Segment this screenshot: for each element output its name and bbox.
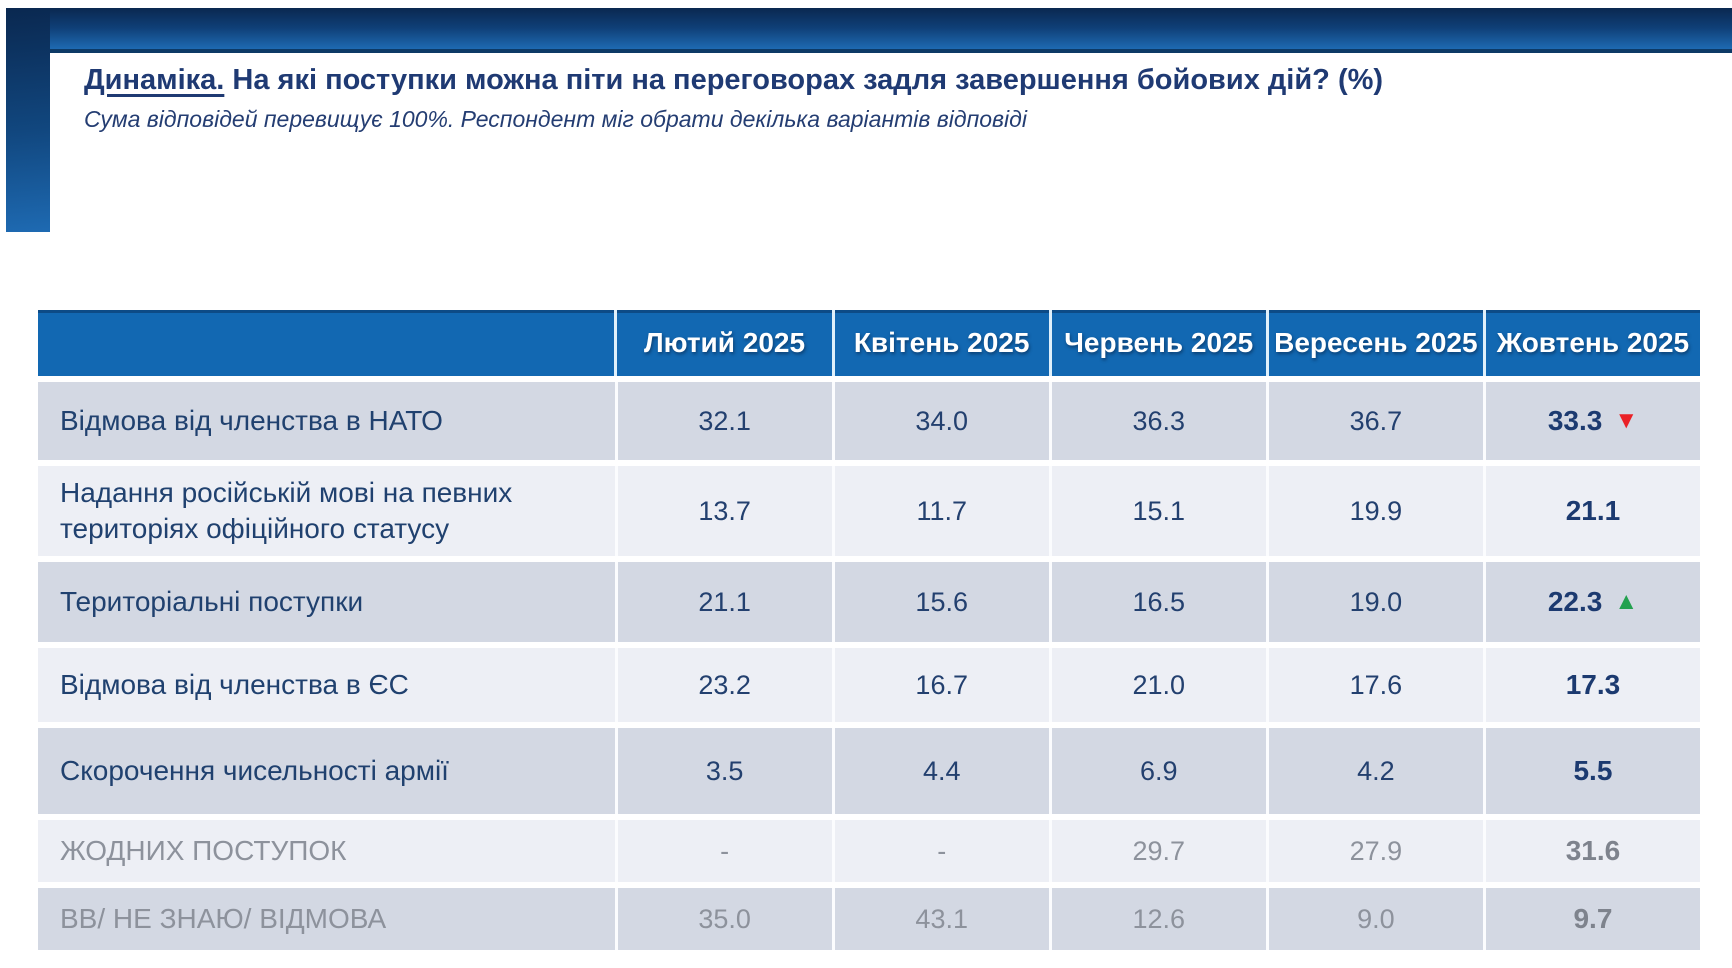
corner-header-cell (38, 310, 614, 376)
top-banner-bar (6, 8, 1732, 53)
column-header-4: Жовтень 2025 (1482, 310, 1700, 376)
value-cell: 3.5 (614, 728, 832, 814)
slide-subtitle: Сума відповідей перевищує 100%. Респонде… (84, 106, 1027, 133)
table-row: ЖОДНИХ ПОСТУПОК - -29.7 27.9 31.6 (38, 820, 1700, 882)
value-cell: 22.3 ▲ (1482, 562, 1700, 642)
value-cell: 19.0 (1265, 562, 1483, 642)
column-header-3: Вересень 2025 (1265, 310, 1483, 376)
row-label: Територіальні поступки (38, 562, 615, 642)
value-cell: 9.0 (1265, 888, 1483, 950)
value-cell: 13.7 (614, 466, 832, 556)
table-row: Надання російській мові на певних терито… (38, 466, 1700, 556)
value-cell: 43.1 (831, 888, 1049, 950)
value-cell: 23.2 (614, 648, 832, 722)
slide-title: Динаміка. На які поступки можна піти на … (84, 62, 1644, 98)
column-header-2: Червень 2025 (1048, 310, 1266, 376)
row-label: ВВ/ НЕ ЗНАЮ/ ВІДМОВА (38, 888, 615, 950)
value-cell: 11.7 (831, 466, 1049, 556)
value-cell: 21.1 (614, 562, 832, 642)
value-cell: 33.3 ▼ (1482, 382, 1700, 460)
value-cell: 17.6 (1265, 648, 1483, 722)
value-cell: 15.6 (831, 562, 1049, 642)
value-cell: 21.1 (1482, 466, 1700, 556)
value-cell: 6.9 (1048, 728, 1266, 814)
value-cell: 17.3 (1482, 648, 1700, 722)
value-cell: 9.7 (1482, 888, 1700, 950)
row-label: Скорочення чисельності армії (38, 728, 615, 814)
value-cell: 35.0 (614, 888, 832, 950)
trend-up-icon: ▲ (1614, 588, 1639, 615)
row-label: Надання російській мові на певних терито… (38, 466, 615, 556)
value-cell: 34.0 (831, 382, 1049, 460)
column-header-0: Лютий 2025 (614, 310, 831, 376)
value-cell: 27.9 (1265, 820, 1483, 882)
value-cell: 31.6 (1482, 820, 1700, 882)
value-cell: 16.7 (831, 648, 1049, 722)
value-cell: 19.9 (1265, 466, 1483, 556)
slide-header: Динаміка. На які поступки можна піти на … (84, 62, 1644, 133)
table-header-row: Лютий 2025 Квітень 2025 Червень 2025 Вересе… (38, 310, 1700, 376)
slide-title-rest: На які поступки можна піти на переговора… (224, 64, 1384, 96)
table-row: Скорочення чисельності армії 3.5 4.4 6.9 4.2… (38, 728, 1700, 814)
column-header-1: Квітень 2025 (831, 310, 1049, 376)
value-cell: 29.7 (1048, 820, 1266, 882)
table-row: Відмова від членства в НАТО 32.1 34.0 36.3 3… (38, 382, 1700, 460)
table-row: ВВ/ НЕ ЗНАЮ/ ВІДМОВА 35.0 43.1 12.6 9.0 9.7 (38, 888, 1700, 950)
table-row: Відмова від членства в ЄС 23.2 16.7 21.0 17.… (38, 648, 1700, 722)
row-label: ЖОДНИХ ПОСТУПОК (38, 820, 615, 882)
value-cell: 16.5 (1048, 562, 1266, 642)
dynamics-table: Лютий 2025 Квітень 2025 Червень 2025 Вересе… (38, 310, 1700, 950)
slide-title-lead: Динаміка. (84, 64, 225, 96)
value-cell: 36.7 (1265, 382, 1483, 460)
table-row: Територіальні поступки 21.1 15.6 16.5 19.0 22… (38, 562, 1700, 642)
value-cell: 12.6 (1048, 888, 1266, 950)
row-label: Відмова від членства в ЄС (38, 648, 615, 722)
value-cell: 5.5 (1482, 728, 1700, 814)
row-label: Відмова від членства в НАТО (38, 382, 615, 460)
trend-down-icon: ▼ (1614, 407, 1639, 434)
table-body: Відмова від членства в НАТО 32.1 34.0 36.3 3… (38, 382, 1700, 950)
value-cell: 4.2 (1265, 728, 1483, 814)
value-cell: - (614, 820, 832, 882)
value-cell: 36.3 (1048, 382, 1266, 460)
value-cell: 21.0 (1048, 648, 1266, 722)
value-cell: - (831, 820, 1049, 882)
value-cell: 15.1 (1048, 466, 1266, 556)
value-cell: 4.4 (831, 728, 1049, 814)
left-accent-bar (6, 8, 50, 232)
value-cell: 32.1 (614, 382, 832, 460)
